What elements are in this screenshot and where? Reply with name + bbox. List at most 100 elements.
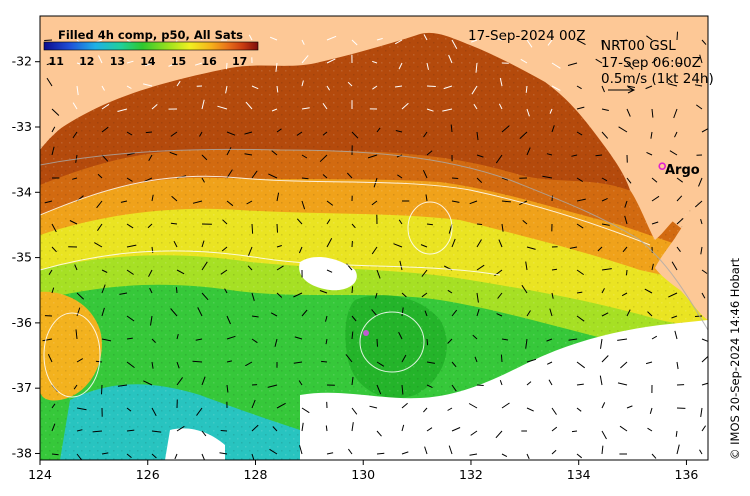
current-vector — [276, 245, 282, 248]
x-tick-label: 126 — [136, 467, 160, 482]
current-vector — [601, 177, 608, 182]
current-vector — [501, 125, 510, 133]
current-vector — [151, 246, 154, 253]
current-vector — [601, 131, 609, 139]
current-vector — [301, 55, 309, 64]
current-vector — [321, 360, 328, 363]
y-tick-label: -33 — [12, 119, 32, 134]
current-vector — [151, 194, 154, 202]
colorbar-tick-label: 13 — [110, 55, 125, 68]
current-vector — [175, 287, 178, 294]
current-vector — [319, 154, 328, 163]
current-vector — [451, 238, 456, 248]
current-vector — [101, 384, 103, 395]
current-vector — [676, 177, 683, 183]
current-vector — [576, 131, 583, 136]
current-vector — [476, 292, 479, 303]
current-vector — [619, 425, 628, 432]
current-vector — [226, 384, 229, 393]
current-vector — [476, 239, 482, 248]
current-vector — [674, 330, 678, 340]
current-vector — [645, 361, 653, 365]
current-vector — [522, 220, 528, 225]
current-vector — [201, 177, 205, 183]
current-vector — [372, 85, 378, 90]
current-vector — [72, 177, 78, 180]
current-vector — [226, 335, 236, 340]
current-vector — [101, 338, 112, 342]
current-vector — [245, 101, 253, 110]
current-vector — [251, 315, 259, 318]
current-vector — [251, 223, 254, 234]
colorbar-tick-label: 11 — [49, 55, 64, 68]
current-vector — [470, 430, 478, 436]
current-vector — [126, 361, 135, 369]
current-vector — [420, 244, 428, 248]
current-vector — [426, 108, 434, 112]
current-vector — [301, 80, 304, 87]
current-vector — [376, 338, 378, 347]
current-vector — [369, 405, 378, 409]
credit-text: © IMOS 20-Sep-2024 14:46 Hobart — [728, 257, 742, 460]
current-vector — [69, 220, 78, 225]
current-vector — [476, 384, 484, 386]
current-vector — [401, 307, 404, 317]
current-vector — [399, 260, 403, 271]
current-vector — [626, 62, 634, 70]
current-vector — [251, 338, 258, 344]
current-vector — [226, 315, 231, 325]
current-vector — [351, 39, 358, 46]
current-vector — [671, 261, 678, 271]
current-vector — [347, 81, 353, 87]
current-vector — [176, 377, 184, 386]
current-vector — [376, 361, 385, 367]
current-vector — [375, 292, 378, 299]
current-vector — [196, 407, 203, 416]
current-vector — [351, 223, 356, 229]
current-vector — [551, 449, 557, 455]
current-vector — [701, 269, 708, 274]
current-vector — [701, 338, 708, 342]
current-vector — [601, 223, 610, 226]
current-vector — [101, 85, 105, 91]
current-vector — [126, 177, 133, 182]
y-tick-label: -34 — [12, 184, 32, 199]
current-vector — [622, 246, 628, 253]
current-vector — [426, 85, 436, 87]
current-vector — [143, 380, 153, 386]
current-vector — [595, 58, 603, 64]
current-vector — [501, 177, 509, 181]
current-vector — [76, 407, 87, 411]
current-vector — [701, 356, 708, 363]
current-vector — [425, 194, 428, 202]
current-vector — [147, 223, 153, 229]
current-vector — [495, 154, 503, 164]
current-vector — [197, 307, 203, 317]
current-vector — [595, 154, 603, 157]
current-vector — [401, 384, 404, 395]
current-vector — [351, 286, 354, 294]
current-vector — [599, 375, 603, 386]
current-vector — [201, 154, 208, 161]
current-vector — [246, 200, 253, 205]
current-vector — [126, 85, 132, 89]
current-vector — [576, 291, 583, 294]
current-vector — [499, 77, 503, 87]
current-vector — [651, 221, 659, 225]
current-vector — [398, 331, 403, 340]
current-vector — [601, 39, 604, 50]
vector-time: 17-Sep 06:00Z — [601, 55, 701, 71]
current-vector — [525, 338, 528, 349]
colorbar-tick-label: 14 — [140, 55, 156, 68]
current-vector — [142, 83, 153, 87]
current-vector — [248, 34, 253, 41]
current-vector — [301, 200, 306, 210]
current-vector — [226, 147, 232, 156]
current-vector — [601, 445, 604, 455]
current-vector — [299, 445, 303, 455]
current-vector — [326, 35, 337, 41]
current-vector — [521, 284, 528, 294]
current-vector — [271, 108, 278, 112]
current-vector — [276, 292, 283, 298]
current-vector — [101, 269, 108, 273]
